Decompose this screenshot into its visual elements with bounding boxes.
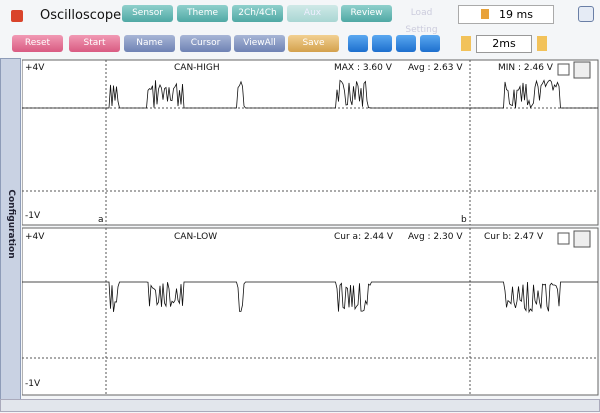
timebase-up[interactable] (537, 36, 547, 51)
sidebar-label: Configuration (6, 189, 16, 259)
channel-name: CAN-HIGH (174, 63, 220, 73)
tab[interactable]: Theme (177, 5, 228, 22)
cursor-label: a (98, 215, 104, 225)
panel-frame (22, 227, 599, 396)
axis-bottom: -1V (25, 379, 41, 389)
checkbox[interactable] (557, 232, 570, 245)
readout: Cur b: 2.47 V (484, 232, 544, 242)
tab: Aux (287, 5, 338, 22)
channel-name: CAN-LOW (174, 232, 217, 242)
button[interactable]: Cursor (180, 35, 231, 52)
axis-top: +4V (25, 232, 45, 242)
menu-icon[interactable] (11, 10, 23, 22)
scope: +4V -1V CAN-HIGH MAX : 3.60 V Avg : 2.63… (22, 59, 599, 396)
readout: Cur a: 2.44 V (334, 232, 394, 242)
tab: Load Setting (405, 8, 438, 35)
panel-frame (22, 59, 599, 226)
timebase: 2ms (476, 35, 532, 53)
axis-top: +4V (25, 63, 45, 73)
waveform (22, 79, 598, 109)
cursor-label: b (461, 215, 467, 225)
button[interactable]: Name (124, 35, 175, 52)
panel-2: +4V -1V CAN-LOW Cur a: 2.44 V Avg : 2.30… (22, 227, 599, 396)
readout: MIN : 2.46 V (498, 63, 554, 73)
time-value: 19 ms (499, 8, 533, 21)
nav-last[interactable] (420, 35, 440, 52)
button[interactable]: Start (69, 35, 120, 52)
time-box: 19 ms (458, 5, 554, 24)
nav-first[interactable] (348, 35, 368, 52)
checkbox[interactable] (557, 63, 570, 76)
expand-button[interactable] (573, 230, 591, 248)
timebase-down[interactable] (461, 36, 471, 51)
button[interactable]: Reset (12, 35, 63, 52)
timer-icon (481, 9, 489, 19)
scrollbar[interactable] (0, 399, 600, 412)
button[interactable]: ViewAll (234, 35, 285, 52)
nav-prev[interactable] (372, 35, 392, 52)
waveform (22, 281, 598, 314)
readout: MAX : 3.60 V (334, 63, 393, 73)
app-title: Oscilloscope (40, 8, 122, 23)
tab[interactable]: 2Ch/4Ch (232, 5, 283, 22)
readout: Avg : 2.30 V (408, 232, 463, 242)
tab[interactable]: Sensor (122, 5, 173, 22)
settings-icon[interactable] (578, 6, 594, 22)
nav-next[interactable] (396, 35, 416, 52)
tab[interactable]: Review (341, 5, 392, 22)
sidebar[interactable]: Configuration (0, 58, 21, 400)
expand-button[interactable] (573, 61, 591, 79)
panel-1: +4V -1V CAN-HIGH MAX : 3.60 V Avg : 2.63… (22, 59, 599, 226)
readout: Avg : 2.63 V (408, 63, 463, 73)
axis-bottom: -1V (25, 211, 41, 221)
button[interactable]: Save (288, 35, 339, 52)
